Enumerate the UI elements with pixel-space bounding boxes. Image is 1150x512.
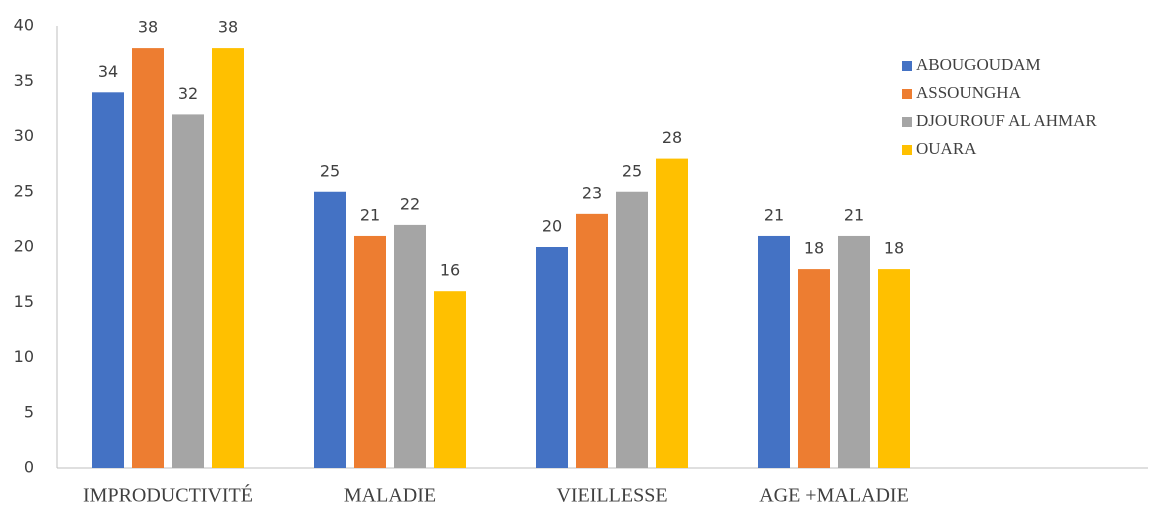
bar: [212, 48, 244, 468]
bar: [838, 235, 870, 468]
legend-label: ASSOUNGHA: [916, 83, 1022, 102]
value-label: 18: [804, 239, 824, 258]
bar: [394, 224, 426, 468]
value-label: 34: [98, 62, 118, 81]
value-label: 20: [542, 217, 562, 236]
legend-label: ABOUGOUDAM: [916, 55, 1041, 74]
legend-swatch: [902, 61, 912, 71]
y-tick-label: 0: [24, 458, 34, 477]
y-tick-label: 35: [14, 71, 34, 90]
value-label: 21: [360, 205, 380, 224]
value-label: 16: [440, 261, 460, 280]
bar: [314, 191, 346, 468]
x-tick-label: MALADIE: [344, 485, 436, 507]
y-tick-label: 25: [14, 181, 34, 200]
bar: [798, 269, 830, 468]
value-label: 23: [582, 183, 602, 202]
y-tick-label: 40: [14, 16, 34, 35]
bar: [576, 213, 608, 468]
x-tick-label: AGE +MALADIE: [759, 485, 909, 507]
bar: [132, 48, 164, 468]
value-label: 38: [138, 18, 158, 37]
x-tick-label: VIEILLESSE: [556, 485, 667, 507]
bar: [536, 247, 568, 468]
value-label: 38: [218, 18, 238, 37]
value-label: 32: [178, 84, 198, 103]
value-label: 28: [662, 128, 682, 147]
legend-swatch: [902, 89, 912, 99]
value-label: 25: [320, 161, 340, 180]
bar: [656, 158, 688, 468]
x-tick-label: IMPRODUCTIVITÉ: [83, 484, 253, 507]
bar: [434, 291, 466, 468]
y-tick-label: 30: [14, 126, 34, 145]
y-tick-label: 20: [14, 237, 34, 256]
bar: [878, 269, 910, 468]
y-tick-label: 10: [14, 347, 34, 366]
y-tick-label: 5: [24, 402, 34, 421]
value-label: 21: [764, 205, 784, 224]
bar: [758, 235, 790, 468]
value-label: 21: [844, 205, 864, 224]
bar: [92, 92, 124, 469]
legend-swatch: [902, 145, 912, 155]
legend-swatch: [902, 117, 912, 127]
bar: [172, 114, 204, 469]
bar: [616, 191, 648, 468]
bar: [354, 235, 386, 468]
value-label: 25: [622, 161, 642, 180]
legend-label: OUARA: [916, 139, 977, 158]
value-label: 22: [400, 194, 420, 213]
legend-label: DJOUROUF AL AHMAR: [916, 111, 1097, 130]
value-label: 18: [884, 239, 904, 258]
y-tick-label: 15: [14, 292, 34, 311]
